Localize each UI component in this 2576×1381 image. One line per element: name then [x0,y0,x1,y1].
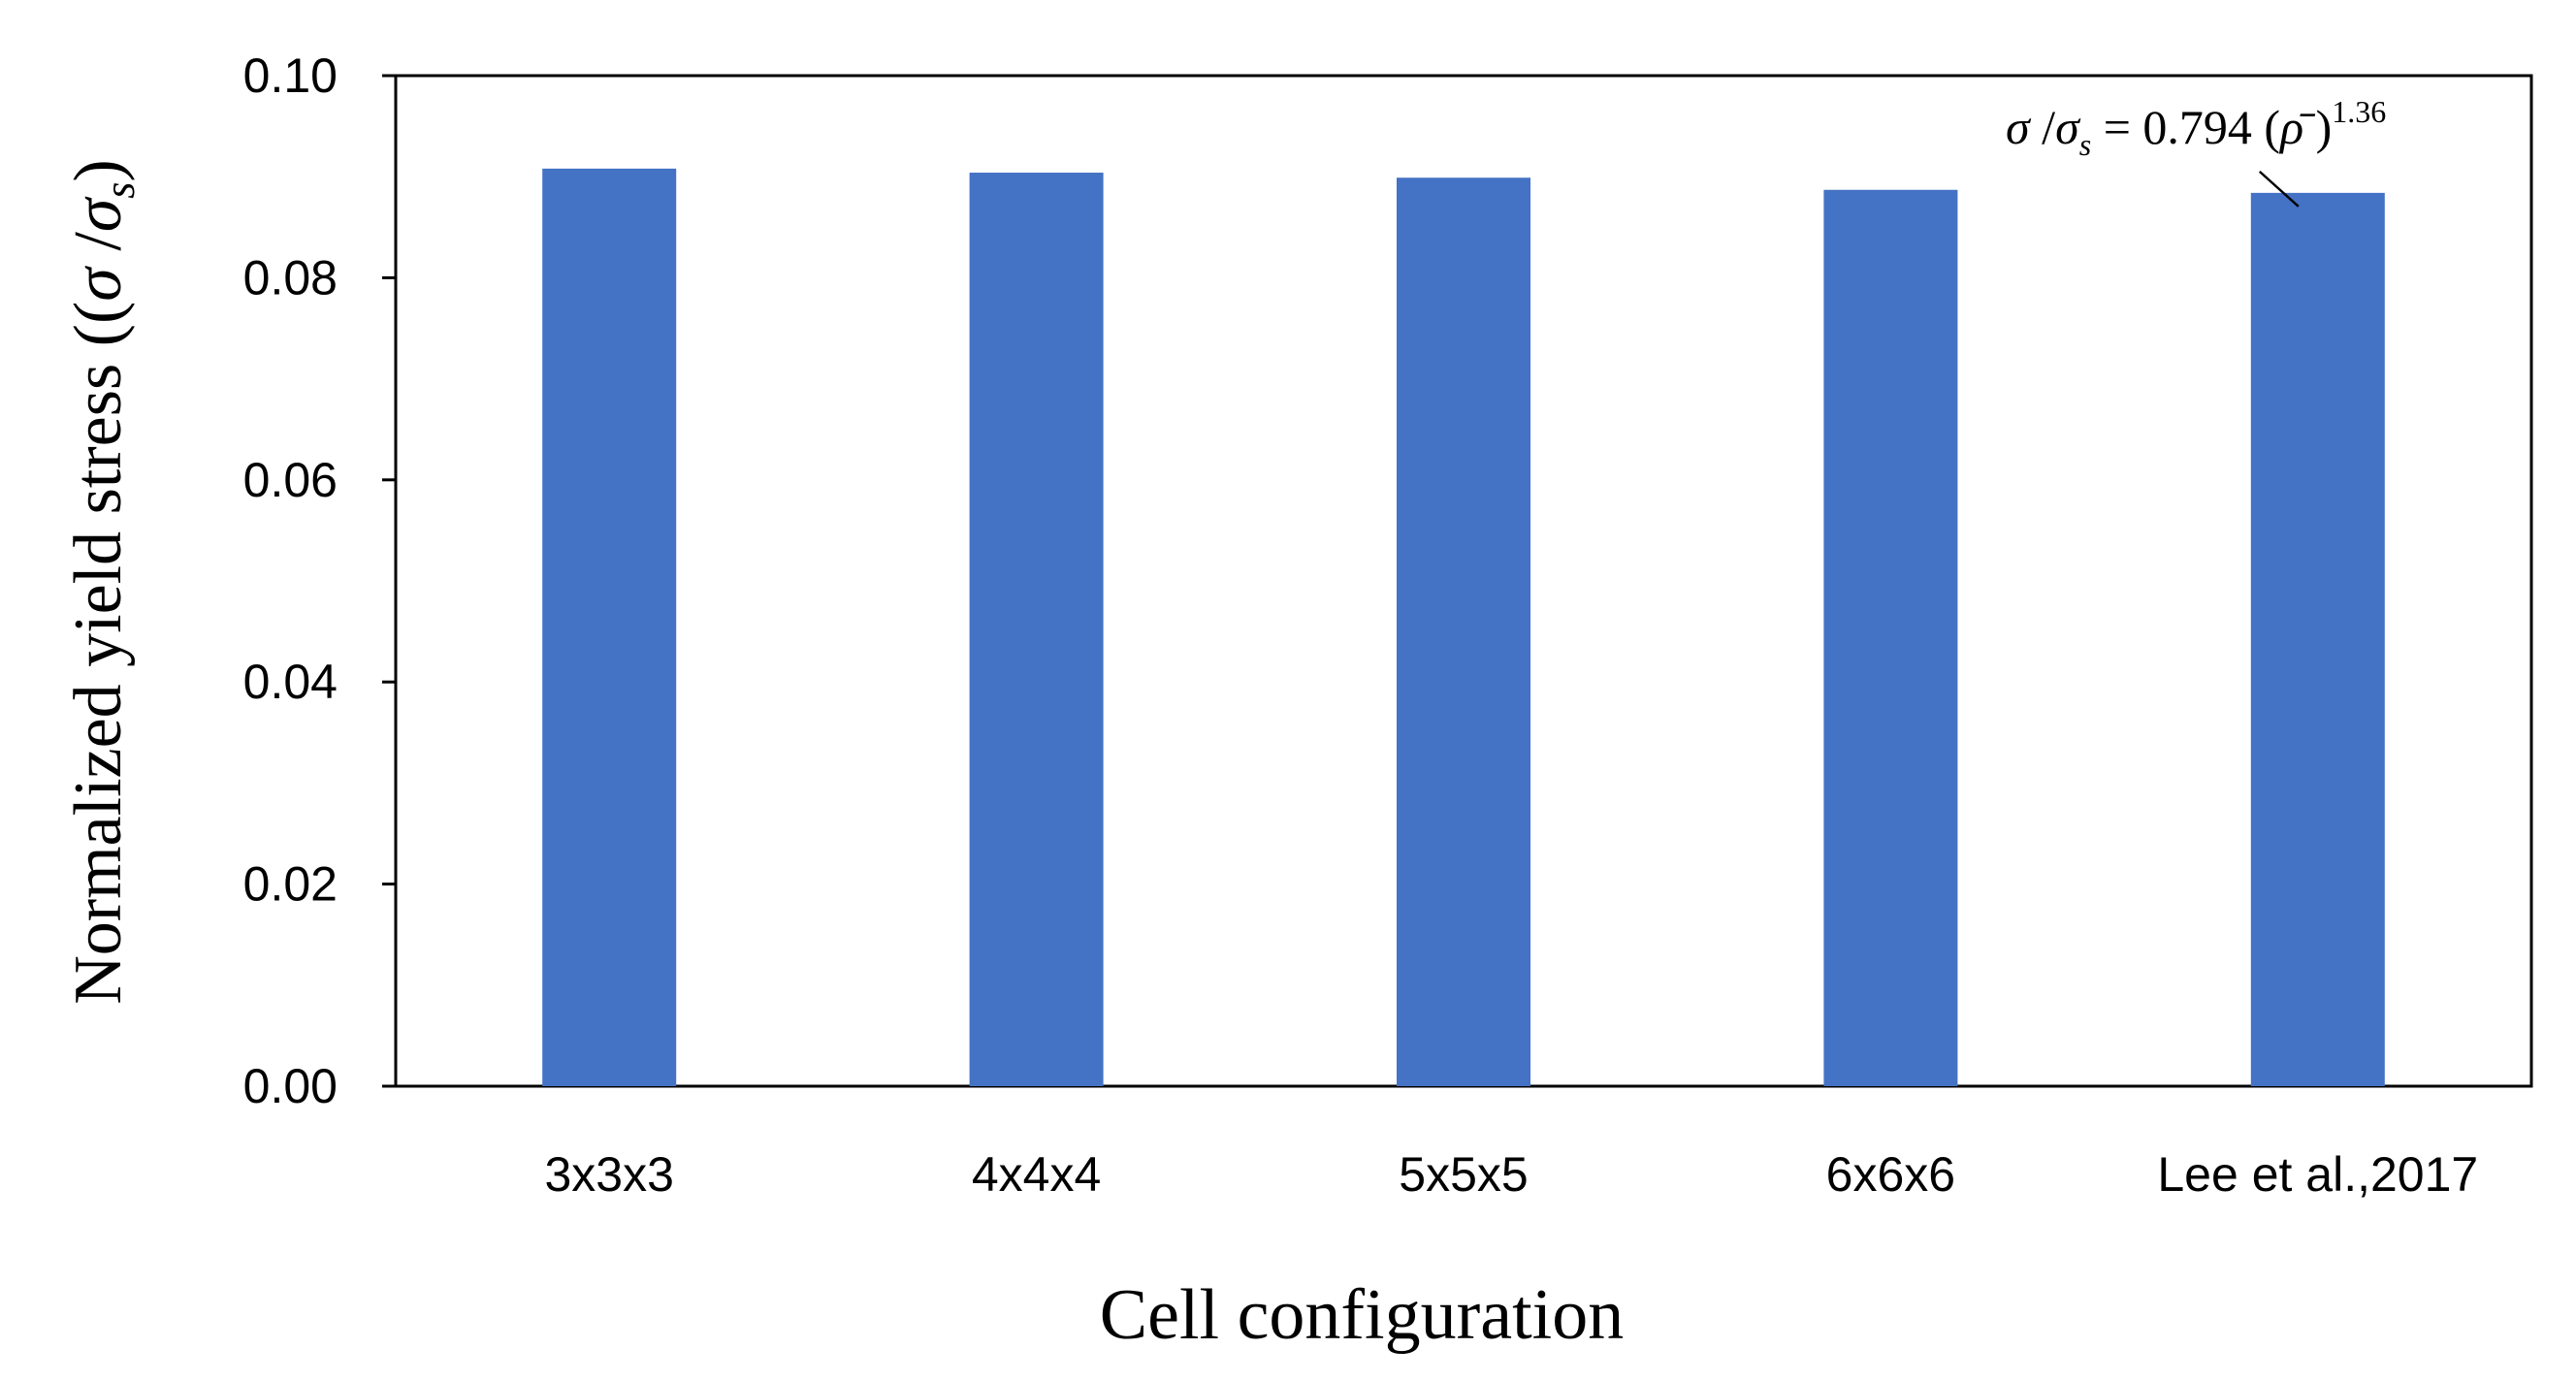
y-tick-label: 0.08 [243,250,338,305]
y-tick-label: 0.04 [243,655,338,709]
annotation-equals: = 0.794 ( [2091,100,2280,154]
annotation-close: ) [2303,100,2332,154]
bar-5 [2250,192,2385,1086]
y-axis-title-prefix: Normalized yield stress (( [61,302,136,1005]
annotation-exponent: 1.36 [2332,94,2386,129]
y-tick-labels: 0.00 0.02 0.04 0.06 0.08 0.10 [243,48,396,1113]
annotation-slash: / [2030,100,2056,154]
annotation-leader-line [2258,170,2300,208]
x-tick-label: 4x4x4 [972,1147,1101,1202]
y-tick-label: 0.10 [243,48,338,103]
annotation-subscript: s [2079,127,2091,162]
x-tick-label: 6x6x6 [1826,1147,1955,1202]
y-axis-title-sigma: σ [61,266,136,302]
bar-3 [1397,177,1530,1086]
annotation-sigma: σ [2006,100,2032,154]
annotation-sigma2: σ [2055,100,2081,154]
y-axis-title: Normalized yield stress ((σ /σs) [61,159,144,1005]
bars-group [542,168,2385,1087]
y-axis-title-slash: / [61,232,136,269]
y-tick-label: 0.00 [243,1059,338,1113]
bar-2 [969,173,1104,1087]
bar-1 [542,168,677,1086]
y-axis-title-suffix: ) [61,159,136,181]
x-tick-label: Lee et al.,2017 [2157,1147,2478,1202]
x-tick-label: 5x5x5 [1399,1147,1528,1202]
bar-4 [1823,189,1958,1087]
y-axis-title-sigma2: σ [61,196,136,232]
y-axis-title-subscript: s [96,182,144,199]
x-tick-labels: 3x3x3 4x4x4 5x5x5 6x6x6 Lee et al.,2017 [544,1147,2478,1202]
annotation-equation: σ /σs = 0.794 (ρ̄ )1.36 [2006,94,2386,162]
x-axis-title: Cell configuration [1100,1275,1624,1355]
y-tick-label: 0.02 [243,857,338,912]
x-tick-label: 3x3x3 [544,1147,673,1202]
y-tick-label: 0.06 [243,453,338,507]
